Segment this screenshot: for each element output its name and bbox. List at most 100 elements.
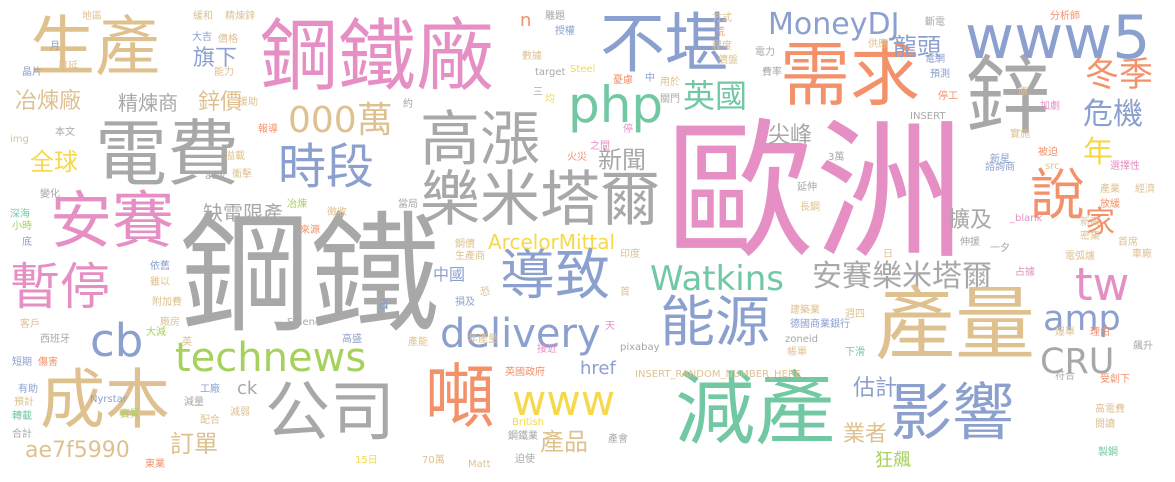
word: 公司 [265, 375, 396, 450]
word: 鋼鐵業 [508, 431, 538, 442]
word: 暫停 [10, 258, 110, 316]
word: 000萬 [288, 100, 393, 141]
word: 鋅價 [198, 90, 243, 115]
word: 月 [50, 41, 60, 52]
word: 數據 [522, 51, 542, 62]
word: 廠房 [160, 317, 180, 328]
word: a [378, 293, 390, 314]
word: src [1045, 161, 1060, 172]
word: 晶片 [22, 67, 42, 78]
word: 經濟 [1135, 184, 1155, 195]
word: 鋼價 [455, 239, 475, 250]
word: 援助 [238, 97, 258, 108]
word: 關門 [660, 94, 680, 105]
word: 伸援 [960, 237, 980, 248]
word: 客戶 [20, 319, 40, 330]
word: 精煉鋅 [225, 11, 255, 22]
word: 生產商 [455, 251, 485, 262]
word: 符合 [1055, 371, 1075, 382]
word: 全球 [30, 148, 78, 176]
word: 15日 [355, 455, 378, 466]
word: ae7f5990 [25, 438, 130, 463]
word: British [512, 417, 544, 428]
word: 斷電 [925, 17, 945, 28]
word: 西班牙 [40, 334, 70, 345]
word: 短期 [12, 357, 32, 368]
word: 天 [605, 321, 615, 332]
word: 英國政府 [505, 367, 545, 378]
word: 能力 [214, 67, 234, 78]
word: 密集 [1080, 231, 1100, 242]
word: 實質 [120, 409, 140, 420]
word: 缺電限產 [203, 201, 283, 225]
word: 噸 [425, 356, 495, 438]
word: 爆單 [1055, 327, 1075, 338]
word: Matt [468, 459, 491, 470]
word: 危機 [1083, 97, 1143, 132]
word: 損及 [455, 297, 475, 308]
word: 費率 [762, 67, 782, 78]
word: 成本 [40, 363, 171, 438]
word: 龍頭 [893, 33, 941, 61]
word: 首 [620, 287, 630, 298]
word: 加劇 [1040, 101, 1060, 112]
word: 當局 [398, 199, 418, 210]
word: 高漲 [420, 105, 540, 175]
word: ck [237, 378, 258, 399]
word: 雖以 [150, 277, 170, 288]
word: 訂單 [170, 430, 218, 458]
word: 減產 [675, 363, 835, 456]
word: 新聞 [598, 146, 646, 174]
word: 首席 [1118, 237, 1138, 248]
word: www5 [965, 3, 1151, 73]
word: 配合 [200, 415, 220, 426]
word: 占據 [1015, 267, 1035, 278]
word: 緩和 [193, 11, 213, 22]
word: MoneyDJ [768, 7, 900, 42]
word: 大吉 [192, 32, 212, 43]
word: 停工 [938, 91, 958, 102]
word: 業者 [843, 422, 888, 447]
word: 電費 [95, 112, 240, 196]
word: 能源 [660, 290, 771, 354]
word: 70萬 [422, 455, 445, 466]
word: 尖峰 [768, 123, 813, 148]
word: 產業 [1100, 184, 1120, 195]
word: 恐 [480, 287, 490, 298]
word: 週四 [845, 309, 865, 320]
word: ArcelorMittal [488, 230, 616, 254]
word: 程度 [712, 41, 732, 52]
word: 依舊 [150, 261, 170, 272]
word: CRU [1040, 342, 1115, 382]
word: 冶煉廠 [15, 89, 82, 114]
word: 蔓延 [58, 61, 78, 72]
word: 帳單 [787, 347, 807, 358]
word: 印度 [620, 249, 640, 260]
word: 變化 [40, 189, 60, 200]
word: INSERT_RANDOM_NUMBER_HERE [635, 369, 802, 380]
word: 產能 [408, 337, 428, 348]
word: 有助 [18, 384, 38, 395]
word: 冬季 [1085, 55, 1153, 95]
word: 停 [623, 124, 633, 135]
word: 東業 [145, 459, 165, 470]
word: 之間 [590, 141, 610, 152]
word: 接近 [537, 344, 557, 355]
word: 原 [1018, 87, 1028, 98]
word: 約 [403, 99, 413, 110]
word: 雕題 [545, 11, 565, 22]
word: 狂飆 [875, 450, 911, 471]
word: 時段 [278, 139, 375, 195]
word: 分析師 [1050, 11, 1080, 22]
word: 英 [182, 337, 192, 348]
word: 預測 [930, 69, 950, 80]
word: 方式 [712, 13, 732, 24]
word: avw [205, 171, 226, 182]
word: 徵收 [327, 207, 347, 218]
word: 歐洲 [665, 106, 966, 280]
word: pixabay [620, 342, 660, 353]
word: 合計 [12, 429, 32, 440]
word: 被迫 [1038, 147, 1058, 158]
word: 需求 [780, 34, 920, 116]
word: 延伸 [797, 182, 817, 193]
